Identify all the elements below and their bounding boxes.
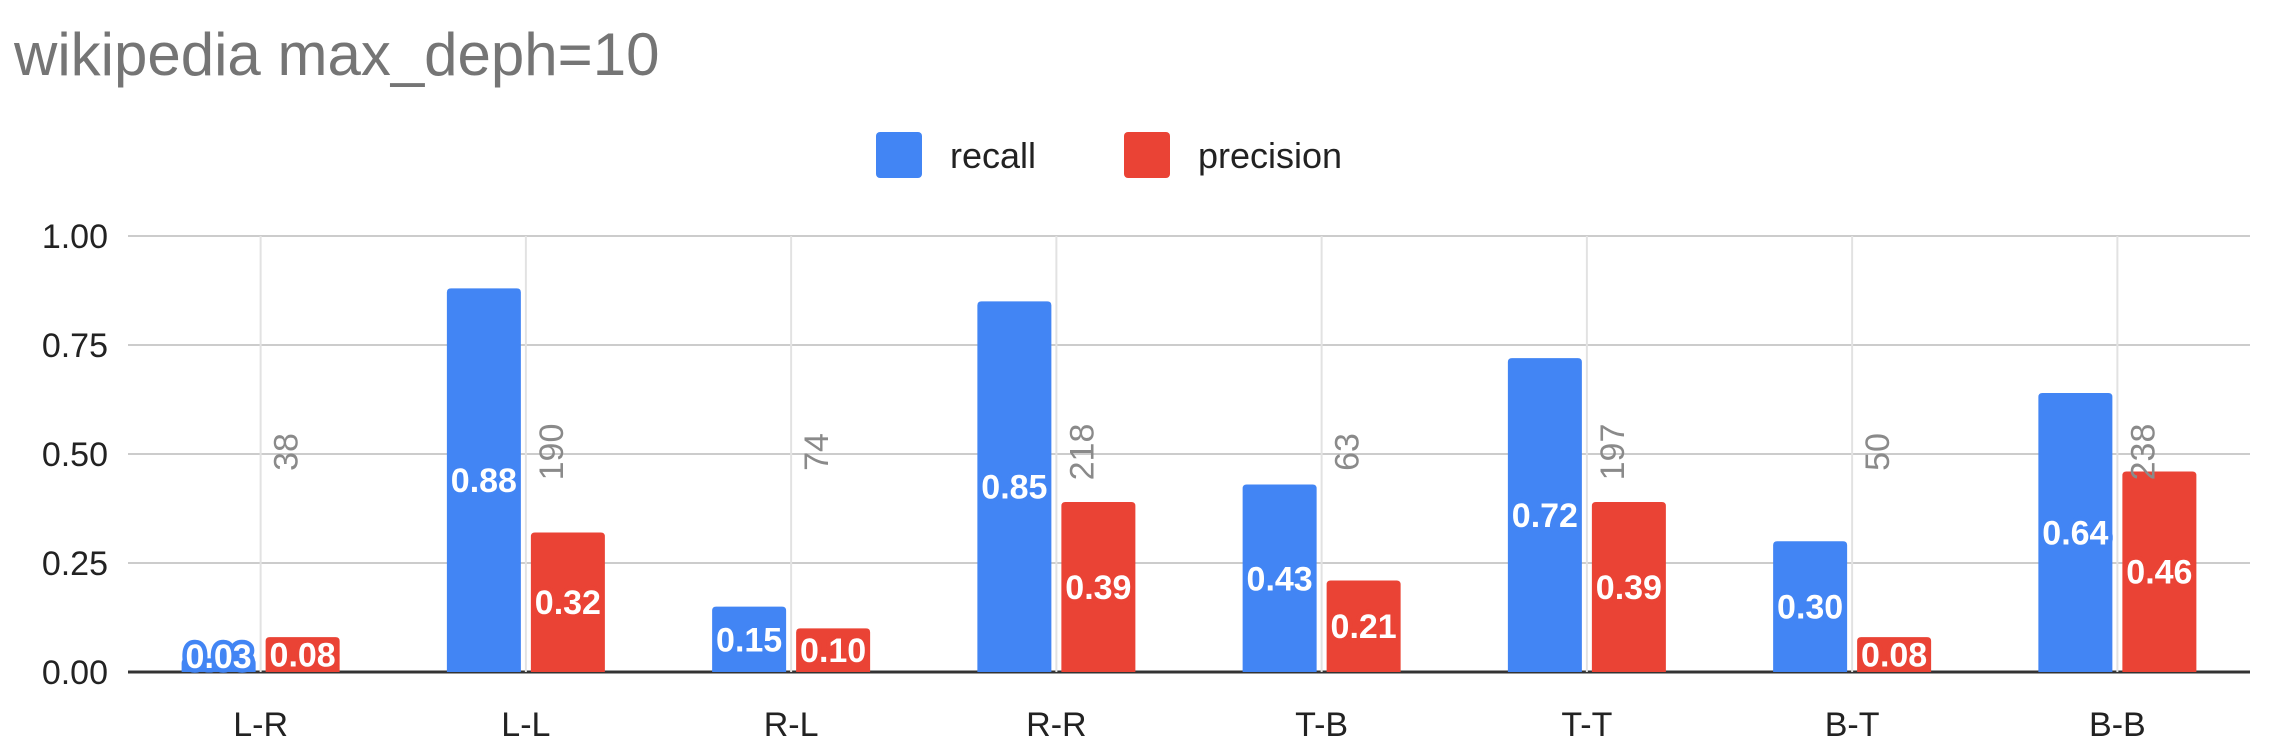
data-label-recall: 0.15 [716, 621, 782, 659]
data-label-recall: 0.88 [451, 462, 517, 500]
data-label-precision: 0.46 [2126, 554, 2192, 592]
count-annotations: 38 190 74 218 63 197 50 238 [268, 424, 2163, 481]
data-label-precision: 0.39 [1596, 569, 1662, 607]
gridlines [128, 235, 2250, 674]
bar-precision [1061, 501, 1136, 672]
x-tick-label: T-T [1561, 706, 1612, 744]
x-tick-label: R-R [1026, 706, 1086, 744]
count-label: 190 [533, 424, 571, 481]
y-tick-label: 0.25 [42, 545, 108, 583]
bar-precision [530, 532, 605, 672]
y-tick-label: 0.75 [42, 327, 108, 365]
bar-recall [977, 301, 1052, 672]
y-tick-label: 1.00 [42, 218, 108, 256]
legend-swatch-precision [1124, 132, 1170, 178]
x-tick-label: T-B [1295, 706, 1348, 744]
y-axis-ticks: 0.00 0.25 0.50 0.75 1.00 [42, 218, 108, 692]
bar-recall [1773, 541, 1848, 672]
data-label-recall: 0.72 [1512, 497, 1578, 535]
x-tick-label: L-L [501, 706, 550, 744]
bar-recall [181, 658, 256, 672]
x-tick-label: L-R [233, 706, 288, 744]
count-label: 197 [1594, 424, 1632, 481]
x-tick-label: B-B [2089, 706, 2146, 744]
count-label: 74 [798, 433, 836, 471]
count-label: 238 [2124, 424, 2162, 481]
data-label-precision: 0.39 [1065, 569, 1131, 607]
x-tick-label: R-L [764, 706, 819, 744]
bar-precision [265, 637, 340, 672]
data-label-recall: 0.85 [981, 469, 1047, 507]
data-label-precision: 0.32 [535, 584, 601, 622]
count-label: 38 [268, 433, 306, 471]
y-tick-label: 0.00 [42, 654, 108, 692]
data-label-recall: 0.43 [1247, 560, 1313, 598]
data-label-precision: 0.08 [1861, 637, 1927, 675]
bar-recall [1507, 358, 1582, 672]
legend-label-precision: precision [1198, 135, 1342, 176]
data-label-recall: 0.03 [186, 638, 252, 676]
data-label-precision: 0.08 [270, 637, 336, 675]
data-label-recall: 0.30 [1777, 589, 1843, 627]
count-label: 218 [1063, 424, 1101, 481]
bar-precision [1591, 501, 1666, 672]
count-label: 63 [1329, 433, 1367, 471]
bar-recall [2038, 392, 2113, 672]
bar-precision [796, 628, 871, 672]
bar-recall [446, 288, 521, 672]
x-axis-ticks: L-R L-L R-L R-R T-B T-T B-T B-B [233, 706, 2145, 744]
chart-title: wikipedia max_deph=10 [14, 21, 660, 88]
bar-precision [1326, 580, 1401, 672]
data-label-recall: 0.64 [2042, 514, 2108, 552]
bar-precision [2122, 471, 2197, 672]
bar-recall [1242, 484, 1317, 672]
legend: recall precision [876, 132, 1342, 178]
data-label-precision: 0.10 [800, 632, 866, 670]
data-labels: 0.03 0.08 0.88 0.32 0.15 0.10 0.85 0.39 0.43 0.21… [181, 458, 2197, 681]
legend-label-recall: recall [950, 135, 1036, 176]
bar-precision [1857, 637, 1932, 672]
bars [181, 288, 2197, 672]
x-tick-label: B-T [1825, 706, 1880, 744]
data-label-precision: 0.21 [1331, 608, 1397, 646]
count-label: 50 [1859, 433, 1897, 471]
y-tick-label: 0.50 [42, 436, 108, 474]
legend-swatch-recall [876, 132, 922, 178]
bar-recall [712, 606, 787, 672]
